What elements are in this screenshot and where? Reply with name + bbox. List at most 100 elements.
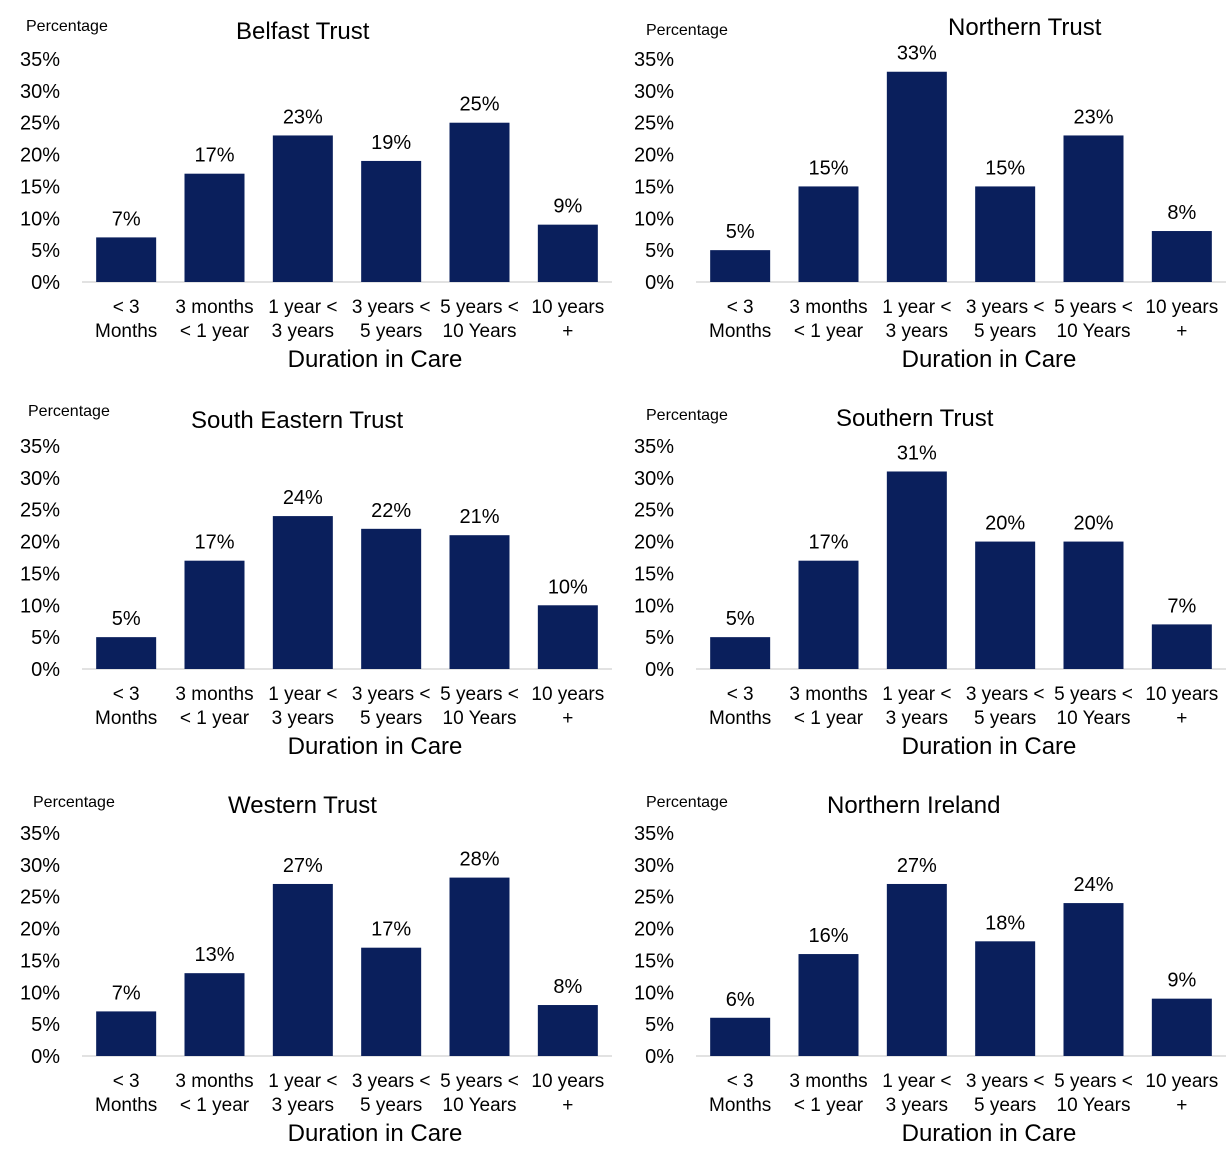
bar: [710, 250, 771, 282]
y-tick-label: 10%: [634, 208, 674, 230]
y-tick-label: 25%: [634, 887, 674, 909]
bar: [184, 973, 245, 1056]
y-tick-label: 20%: [634, 532, 674, 554]
y-tick-label: 0%: [645, 1046, 674, 1068]
x-tick-label: +: [562, 321, 573, 342]
x-tick-label: 3 years <: [352, 297, 431, 318]
y-tick-label: 35%: [634, 49, 674, 71]
y-tick-label: 5%: [645, 1014, 674, 1036]
y-tick-label: 10%: [634, 982, 674, 1004]
y-tick-label: 10%: [634, 595, 674, 617]
x-tick-label: 10 years: [1145, 1071, 1218, 1092]
y-tick-label: 20%: [634, 919, 674, 941]
bar: [975, 941, 1036, 1056]
bar: [886, 471, 947, 669]
y-tick-label: 25%: [20, 113, 60, 135]
y-tick-label: 5%: [31, 627, 60, 649]
data-label: 24%: [1073, 874, 1113, 896]
x-tick-label: 5 years <: [440, 1071, 519, 1092]
x-tick-label: 3 years: [272, 321, 334, 342]
bar: [798, 560, 859, 669]
x-tick-label: < 1 year: [180, 321, 250, 342]
x-tick-label: 3 years: [886, 1095, 948, 1116]
y-tick-label: 15%: [634, 176, 674, 198]
y-tick-label: 35%: [20, 49, 60, 71]
x-tick-label: Months: [95, 321, 157, 342]
x-tick-label: < 1 year: [180, 1095, 250, 1116]
x-tick-label: 10 years: [531, 684, 604, 705]
bar: [96, 237, 157, 282]
data-label: 7%: [112, 982, 141, 1004]
x-tick-label: 3 years <: [966, 684, 1045, 705]
data-label: 31%: [897, 442, 937, 464]
x-tick-label: +: [1176, 321, 1187, 342]
data-label: 9%: [1167, 970, 1196, 992]
x-tick-label: 5 years <: [440, 297, 519, 318]
data-label: 25%: [459, 94, 499, 116]
x-tick-label: < 3: [113, 297, 140, 318]
x-tick-label: 5 years: [974, 321, 1036, 342]
x-tick-label: 1 year <: [268, 1071, 337, 1092]
data-label: 13%: [194, 944, 234, 966]
data-label: 33%: [897, 43, 937, 65]
x-tick-label: < 3: [727, 1071, 754, 1092]
data-label: 21%: [459, 506, 499, 528]
y-axis-label: Percentage: [646, 22, 728, 39]
bar: [1151, 231, 1212, 282]
bar: [449, 122, 510, 282]
y-tick-label: 30%: [634, 855, 674, 877]
data-label: 8%: [553, 976, 582, 998]
chart-panel-belfast-trust: Percentage Belfast Trust 0% 5% 10% 15% 20% 25…: [0, 0, 614, 380]
x-tick-label: Months: [95, 1095, 157, 1116]
data-label: 7%: [1167, 595, 1196, 617]
bar: [537, 605, 598, 669]
chart-title: Northern Trust: [948, 14, 1102, 41]
x-tick-label: < 1 year: [180, 708, 250, 729]
bar: [1063, 903, 1124, 1056]
x-tick-label: 3 months: [175, 684, 253, 705]
chart-title: Northern Ireland: [827, 792, 1001, 819]
bar: [361, 947, 422, 1056]
x-tick-label: 3 years <: [352, 684, 431, 705]
bar: [886, 883, 947, 1056]
y-tick-label: 30%: [20, 468, 60, 490]
x-tick-label: +: [562, 1095, 573, 1116]
data-label: 15%: [808, 157, 848, 179]
chart-panel-western-trust: Percentage Western Trust 0% 5% 10% 15% 20% 25…: [0, 774, 614, 1154]
data-label: 16%: [808, 925, 848, 947]
y-axis-label: Percentage: [33, 794, 115, 811]
bar: [798, 186, 859, 282]
bar: [537, 224, 598, 282]
data-label: 17%: [194, 145, 234, 167]
x-tick-label: 3 years: [886, 708, 948, 729]
x-tick-label: 3 years <: [966, 297, 1045, 318]
bar: [975, 186, 1036, 282]
bar: [272, 135, 333, 282]
x-axis-label: Duration in Care: [287, 733, 463, 760]
x-tick-label: +: [1176, 1095, 1187, 1116]
x-tick-label: +: [562, 708, 573, 729]
chart-title: Southern Trust: [836, 405, 994, 432]
x-tick-label: 10 Years: [1057, 708, 1131, 729]
x-tick-label: 3 years: [272, 1095, 334, 1116]
data-label: 27%: [283, 855, 323, 877]
data-label: 17%: [371, 919, 411, 941]
data-label: 20%: [985, 513, 1025, 535]
x-tick-label: 1 year <: [268, 684, 337, 705]
x-tick-label: 3 months: [175, 297, 253, 318]
data-label: 19%: [371, 132, 411, 154]
bar: [361, 160, 422, 282]
x-tick-label: < 3: [727, 684, 754, 705]
x-tick-label: Months: [95, 708, 157, 729]
x-tick-label: 5 years: [360, 321, 422, 342]
x-axis-label: Duration in Care: [901, 346, 1077, 373]
y-tick-label: 35%: [20, 823, 60, 845]
x-tick-label: 3 years: [272, 708, 334, 729]
x-tick-label: 1 year <: [882, 1071, 951, 1092]
y-tick-label: 20%: [20, 919, 60, 941]
y-tick-label: 25%: [20, 887, 60, 909]
chart-panel-northern-trust: Percentage Northern Trust 0% 5% 10% 15% 20% 2…: [614, 0, 1228, 380]
x-tick-label: 5 years <: [1054, 1071, 1133, 1092]
data-label: 17%: [808, 532, 848, 554]
data-label: 23%: [1073, 106, 1113, 128]
